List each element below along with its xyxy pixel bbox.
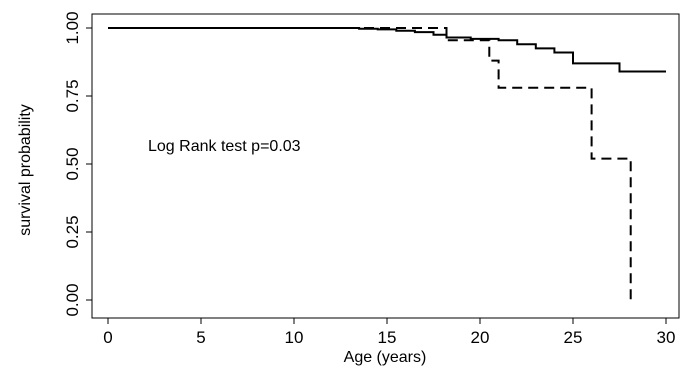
log-rank-annotation: Log Rank test p=0.03 xyxy=(148,138,301,155)
x-tick-label-1: 5 xyxy=(196,328,205,347)
y-tick-label-3: 0.75 xyxy=(63,79,82,112)
x-tick-label-6: 30 xyxy=(657,328,676,347)
x-tick-label-2: 10 xyxy=(285,328,304,347)
y-tick-label-1: 0.25 xyxy=(63,215,82,248)
y-axis-title: survival probability xyxy=(17,104,34,236)
y-tick-label-0: 0.00 xyxy=(63,283,82,316)
plot-border xyxy=(91,13,680,319)
series-group xyxy=(108,27,666,300)
x-tick-label-3: 15 xyxy=(378,328,397,347)
series-solid-line xyxy=(108,27,666,73)
series-dashed-line xyxy=(108,27,632,300)
x-tick-label-5: 25 xyxy=(564,328,583,347)
y-axis: 0.00 0.25 0.50 0.75 1.00 xyxy=(63,11,92,317)
x-tick-label-0: 0 xyxy=(103,328,112,347)
x-tick-label-4: 20 xyxy=(471,328,490,347)
y-tick-label-2: 0.50 xyxy=(63,147,82,180)
y-tick-label-4: 1.00 xyxy=(63,11,82,44)
plot-frame xyxy=(91,13,680,319)
x-axis: 0 5 10 15 20 25 30 xyxy=(103,318,675,347)
x-axis-title: Age (years) xyxy=(344,349,427,366)
